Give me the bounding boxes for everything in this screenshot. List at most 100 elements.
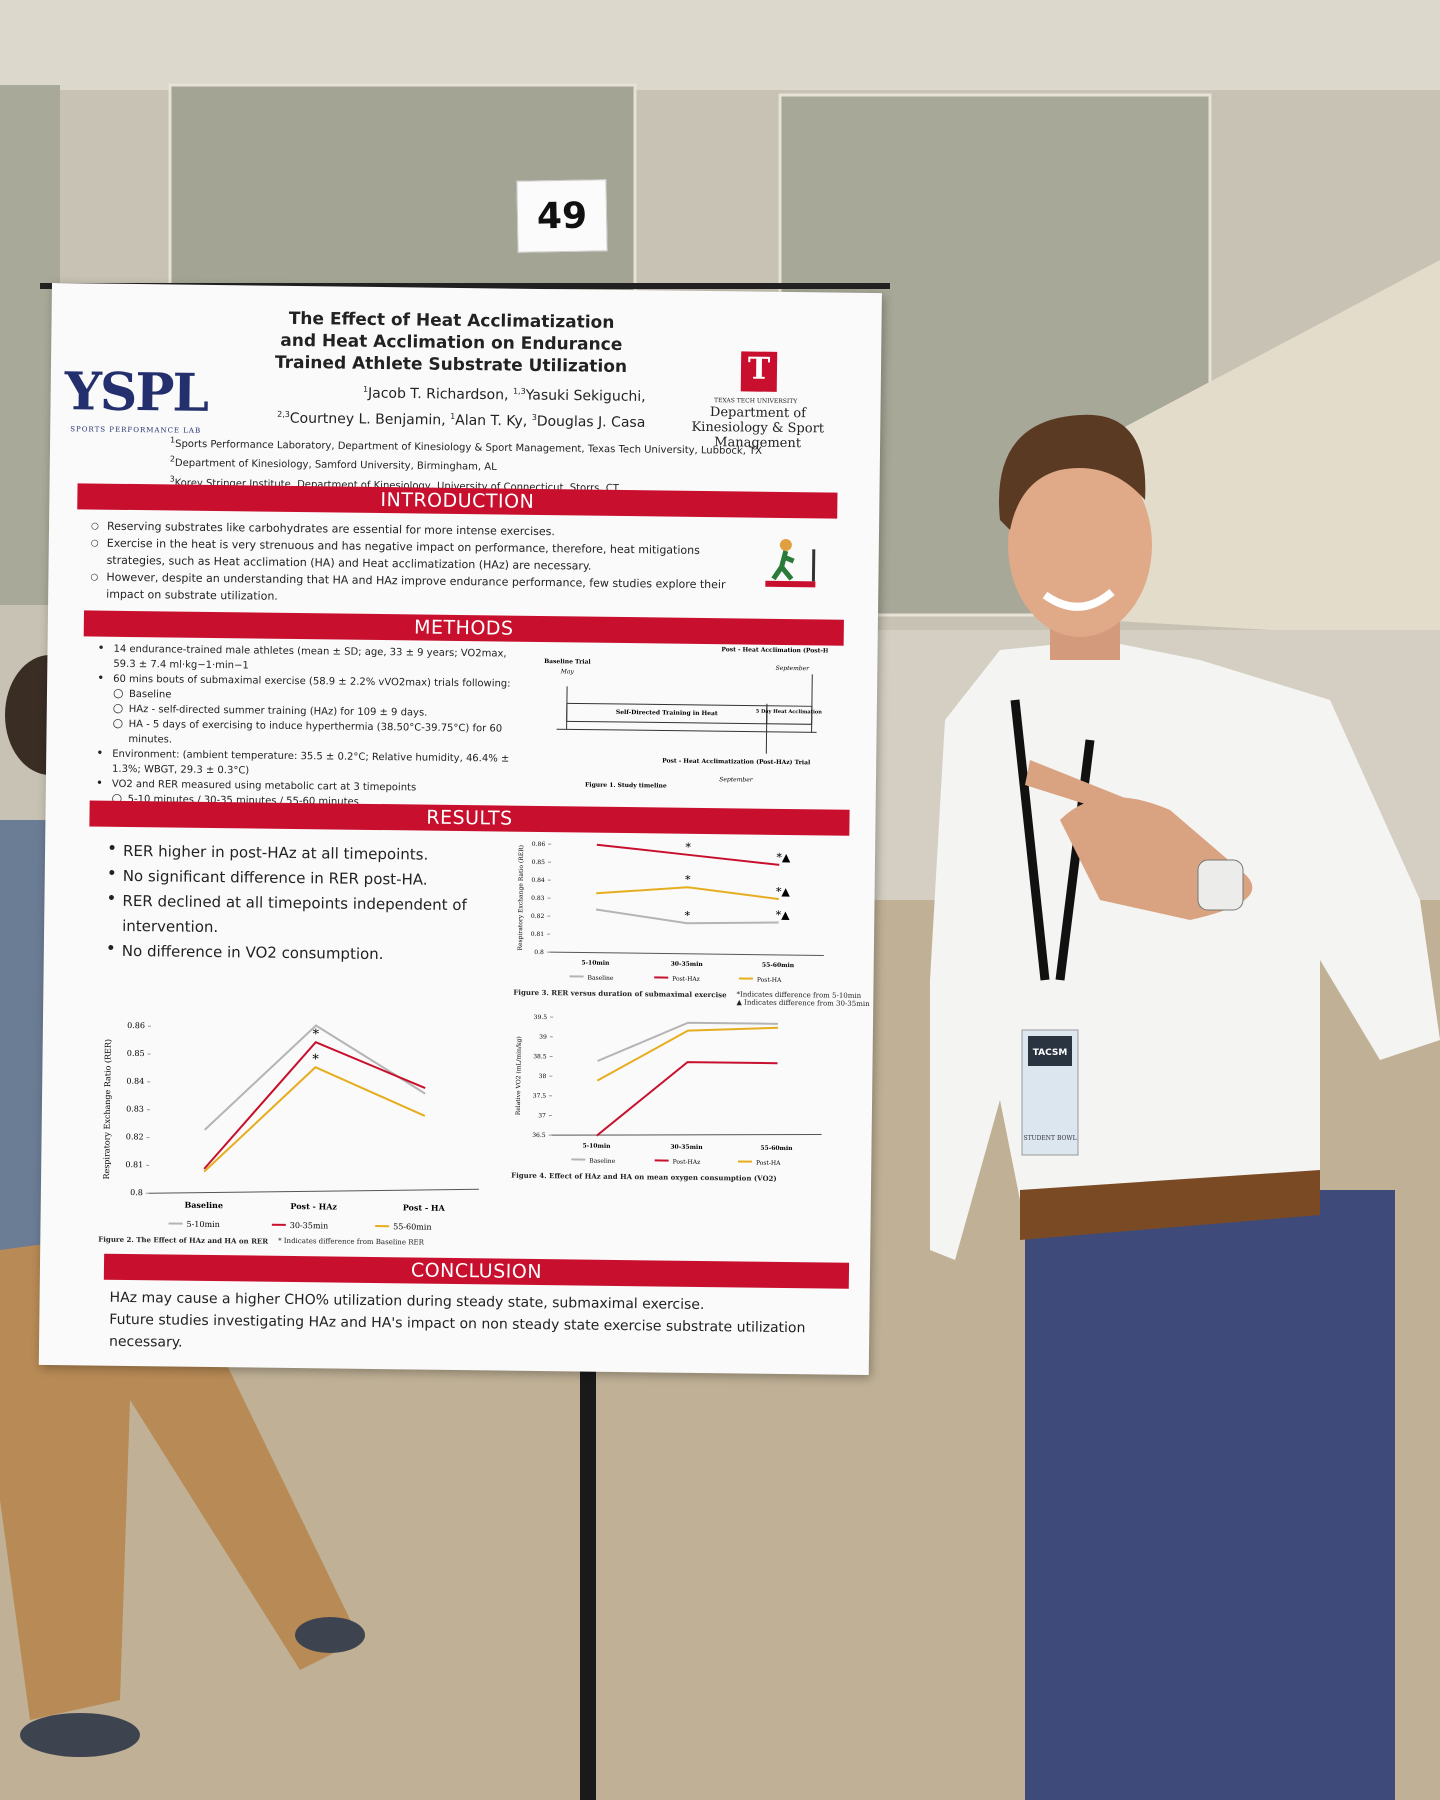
author-affiliation-number: 1,3 [512,386,526,396]
significance-marker: *▲ [776,908,791,921]
belt [1020,1170,1320,1240]
timeline-label: 5 Day Heat Acclimation [756,709,823,716]
x-tick-label: Baseline [184,1200,223,1210]
author-name: Courtney L. Benjamin, [289,410,446,429]
watch [1197,859,1244,911]
author-name: Douglas J. Casa [536,413,646,431]
legend-label: Post-HAz [673,1159,701,1166]
badge-header [1028,1036,1072,1066]
series-line [595,908,779,925]
balcony [1100,260,1440,640]
figure-note: ▲ Indicates difference from 30-35min [736,998,870,1009]
timeline-label: September [776,665,811,672]
results-list: RER higher in post-HAz at all timepoints… [106,839,487,969]
legend-label: Post-HA [757,977,782,984]
figure-3-chart: 0.8 0.81 0.82 0.83 0.84 0.85 0.86 Respiratory E… [517,841,824,984]
series-line [596,1026,778,1082]
figure-3: 0.8 0.81 0.82 0.83 0.84 0.85 0.86 Respiratory E… [513,834,871,1008]
significance-marker: * [312,1027,319,1042]
affiliation-text: Department of Kinesiology, Samford Unive… [174,458,497,474]
bullet-text: 14 endurance-trained male athletes (mean… [113,643,507,672]
author-line: 2,3Courtney L. Benjamin, 1Alan T. Ky, 3D… [265,403,645,433]
logo-left: YSPL [64,361,208,424]
legend-label: 30-35min [290,1221,328,1230]
x-tick-label: Post - HA [403,1202,446,1213]
figure-note: * Indicates difference from Baseline RER [278,1236,424,1247]
series-line [596,886,779,901]
icon-part [771,550,795,581]
y-tick-label: 0.84 [531,877,545,884]
smile [1042,588,1115,611]
y-tick-label: 37 [538,1112,546,1119]
badge-org: TACSM [1033,1048,1068,1058]
x-tick-label: Post - HAz [290,1201,337,1212]
legend-label: Baseline [589,1158,615,1165]
timeline-label: May [560,668,575,675]
significance-marker: * [685,841,691,854]
bullet: No difference in VO2 consumption. [106,939,486,969]
face [1008,453,1152,637]
y-tick-label: 36.5 [532,1132,546,1139]
badge-label: STUDENT BOWL [1023,1135,1076,1142]
section-heading: CONCLUSION [103,1253,850,1289]
y-axis-label: Respiratory Exchange Ratio (RER) [102,1039,113,1180]
icon-part [779,538,792,551]
bullet-text: Environment: (ambient temperature: 35.5 … [111,748,510,777]
authors: 1Jacob T. Richardson, 1,3Yasuki Sekiguch… [265,378,646,434]
figure-notes: * Indicates difference from Baseline RER [278,1237,424,1248]
legend-label: Baseline [588,975,614,982]
series-line [203,1040,426,1170]
y-tick-label: 0.81 [531,931,544,938]
y-tick-label: 0.85 [532,859,546,866]
bystander-shoe [20,1713,140,1757]
series-line [596,843,780,866]
figure-notes: *Indicates difference from 5-10min ▲ Indi… [736,990,869,1008]
pants [1025,1190,1395,1800]
series-line [203,1024,426,1131]
bullet-text: VO2 and RER measured using metabolic car… [111,778,417,794]
lanyard [1010,699,1095,981]
x-tick-label: 30-35min [670,1144,703,1151]
x-tick-label: 5-10min [581,960,610,967]
author-affiliation-number: 2,3 [277,409,290,419]
significance-marker: * [684,909,690,922]
timeline-label: September [719,776,754,783]
y-tick-label: 38 [539,1073,547,1080]
bullet: However, despite an understanding that H… [90,568,755,610]
series-line [597,1021,779,1062]
timeline-axis [556,728,817,733]
y-tick-label: 38.5 [533,1053,547,1060]
significance-marker: * [313,1016,320,1026]
significance-marker: * [685,873,691,886]
figure-4-chart: 36.5 37 37.5 38 38.5 39 39.5 Relative VO2 (mL/m… [515,1014,822,1167]
hair [999,414,1146,530]
y-tick-label: 0.86 [127,1021,145,1030]
timeline-label: Post - Heat Acclimation (Post-HA) Trial [721,646,827,655]
timeline-label: Baseline Trial [544,658,591,666]
legend-label: Post-HAz [672,976,700,983]
timeline-label: Figure 1. Study timeline [585,782,667,790]
x-tick-label: 55-60min [760,1145,793,1152]
figure-2: 0.8 0.81 0.82 0.83 0.84 0.85 0.86 Respiratory E… [98,1010,491,1249]
y-tick-label: 0.83 [126,1104,144,1113]
figure-caption: Figure 2. The Effect of HAz and HA on RE… [98,1234,269,1246]
x-tick-label: 30-35min [671,961,704,968]
easel-bar [40,283,890,289]
y-tick-label: 0.8 [130,1188,143,1197]
intro-list: Reserving substrates like carbohydrates … [90,517,756,610]
figure-4: 36.5 37 37.5 38 38.5 39 39.5 Relative VO2 (mL/m… [511,1007,833,1184]
bullet: 60 mins bouts of submaximal exercise (58… [96,672,517,752]
legend-label: Post-HA [756,1160,781,1167]
y-axis-label: Respiratory Exchange Ratio (RER) [517,845,525,951]
y-tick-label: 0.86 [532,841,546,848]
ceiling [0,0,1440,90]
x-axis [148,1188,479,1194]
icon-part [765,580,816,588]
y-tick-label: 0.8 [534,949,544,956]
x-axis [551,1133,822,1136]
finger [1025,760,1130,815]
timeline-label: Post - Heat Acclimatization (Post-HAz) T… [662,757,811,766]
significance-marker: * [312,1052,319,1067]
x-tick-label: 5-10min [582,1143,611,1150]
